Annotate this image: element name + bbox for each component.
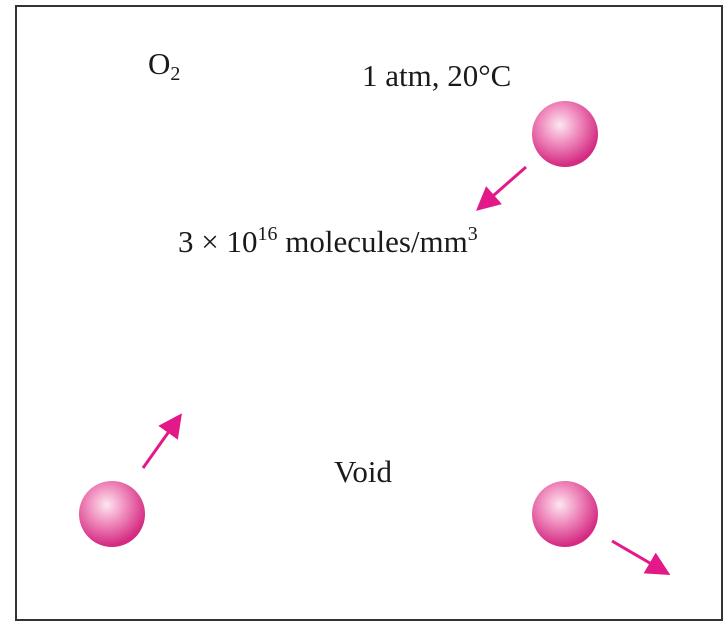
molecule-top-right bbox=[532, 101, 598, 167]
velocity-arrow-bottom-right bbox=[611, 539, 671, 576]
gas-label: O2 bbox=[148, 46, 180, 84]
container-box bbox=[15, 5, 723, 621]
velocity-arrow-top-right bbox=[475, 165, 527, 211]
molecule-bottom-right bbox=[532, 481, 598, 547]
density-label: 3 × 1016 molecules/mm3 bbox=[178, 223, 478, 259]
gas-symbol: O bbox=[148, 46, 171, 81]
density-unit-exponent: 3 bbox=[467, 223, 478, 245]
conditions-label: 1 atm, 20°C bbox=[362, 58, 512, 93]
molecule-bottom-left bbox=[79, 481, 145, 547]
velocity-arrow-bottom-left bbox=[141, 413, 182, 469]
density-exponent: 16 bbox=[257, 223, 278, 245]
density-coefficient: 3 × 10 bbox=[178, 224, 258, 259]
void-label: Void bbox=[334, 454, 393, 489]
gas-subscript: 2 bbox=[170, 63, 181, 85]
density-unit: molecules/mm bbox=[277, 224, 468, 259]
